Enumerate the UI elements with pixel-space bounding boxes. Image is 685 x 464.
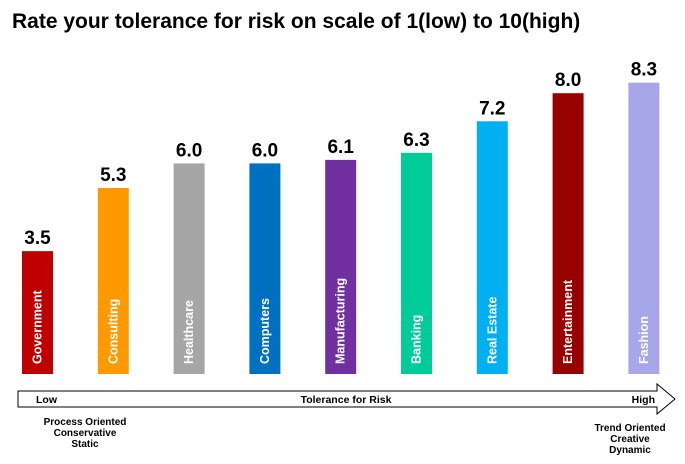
bar-value-label: 8.3 — [631, 60, 657, 81]
high-note-line: Dynamic — [609, 445, 651, 456]
axis-low-label: Low — [36, 394, 58, 406]
bar-fashion — [628, 82, 660, 375]
axis-center-label: Tolerance for Risk — [301, 394, 392, 406]
bar-computers — [249, 163, 281, 374]
bar-category-label: Computers — [258, 298, 272, 364]
bar-category-label: Manufacturing — [334, 278, 348, 364]
bar-value-label: 3.5 — [24, 228, 51, 249]
chart-title: Rate your tolerance for risk on scale of… — [12, 10, 581, 33]
risk-axis: Low Tolerance for Risk High — [17, 382, 676, 416]
bar-entertainment — [552, 93, 584, 374]
bar-category-label: Fashion — [637, 316, 651, 364]
risk-axis-arrow — [17, 382, 676, 416]
high-end-note: Trend Oriented Creative Dynamic — [580, 423, 680, 456]
high-note-line: Trend Oriented — [594, 423, 666, 434]
bar-value-label: 6.0 — [252, 140, 278, 161]
low-note-line: Static — [71, 439, 99, 450]
low-note-line: Process Oriented — [43, 417, 127, 428]
bar-value-label: 7.2 — [479, 98, 505, 119]
bar-value-label: 6.0 — [176, 140, 202, 161]
bar-value-label: 5.3 — [100, 165, 126, 186]
bar-government — [22, 251, 53, 374]
bar-manufacturing — [325, 159, 357, 374]
bar-category-label: Real Estate — [485, 297, 499, 364]
bar-healthcare — [173, 163, 205, 374]
bar-real-estate — [476, 121, 508, 374]
bar-category-label: Government — [31, 290, 45, 364]
bar-value-label: 6.3 — [403, 130, 429, 151]
low-end-note: Process Oriented Conservative Static — [30, 417, 140, 450]
low-note-line: Conservative — [53, 428, 117, 439]
bar-value-label: 6.1 — [327, 137, 354, 158]
axis-high-label: High — [632, 394, 655, 406]
bar-consulting — [97, 187, 129, 374]
bar-value-label: 8.0 — [555, 70, 581, 91]
high-note-line: Creative — [610, 434, 650, 445]
bar-category-label: Consulting — [106, 299, 120, 364]
bar-category-label: Banking — [410, 315, 424, 364]
bar-category-label: Entertainment — [561, 279, 575, 364]
bar-category-label: Healthcare — [182, 300, 196, 364]
bars-group: 3.5 Government 5.3 Consulting 6.0 Healthcare 6… — [22, 60, 660, 375]
bar-banking — [401, 152, 432, 374]
